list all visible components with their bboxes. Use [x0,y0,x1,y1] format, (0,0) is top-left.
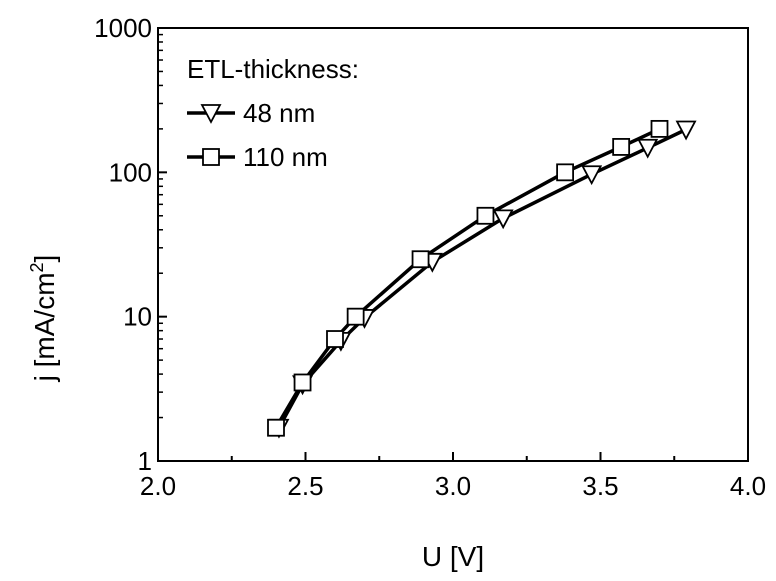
x-tick-label: 3.0 [435,471,471,501]
y-tick-label: 10 [123,302,152,332]
series-line [279,130,686,428]
data-point [477,208,493,224]
legend-label: 48 nm [243,98,315,128]
data-point [613,139,629,155]
y-tick-label: 1000 [94,13,152,43]
data-point [583,166,601,183]
legend-item: 110 nm [187,142,328,172]
y-axis-title-main: j [mA/cm [29,272,60,382]
data-point [494,210,512,227]
data-point [639,140,657,157]
y-axis-title-end: ] [29,255,60,263]
plot-frame [158,28,748,461]
y-tick-label: 100 [109,157,152,187]
data-point [268,420,284,436]
data-point [295,374,311,390]
series-1 [279,130,686,428]
x-tick-label: 2.5 [287,471,323,501]
data-point [652,121,668,137]
y-tick-label: 1 [138,446,152,476]
y-axis-title-sup: 2 [27,262,47,272]
data-point [677,122,695,139]
series-1-markers [270,122,695,437]
legend-label: 110 nm [243,142,328,172]
x-tick-label: 4.0 [730,471,766,501]
x-axis-title: U [V] [422,541,484,572]
data-point [348,309,364,325]
data-point [413,251,429,267]
data-point [327,331,343,347]
legend-title: ETL-thickness: [187,54,359,84]
legend-item: 48 nm [187,98,315,128]
series-2 [276,129,660,428]
x-tick-label: 3.5 [582,471,618,501]
legend-marker [203,149,219,165]
y-axis-title: j [mA/cm2] [27,255,60,383]
series-line [276,129,660,428]
data-point [557,164,573,180]
